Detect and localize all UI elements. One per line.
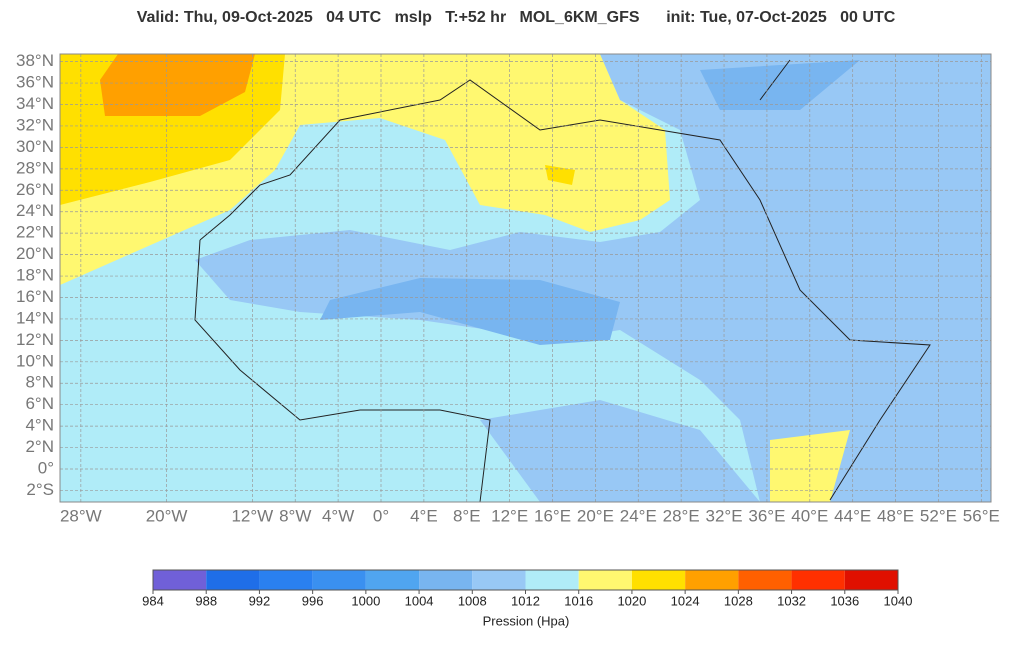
contour-1004 (700, 60, 860, 110)
lat-tick-label: 28°N (16, 158, 54, 177)
contour-1008 (195, 54, 991, 502)
colorbar-tick-label: 1020 (617, 593, 646, 608)
colorbar-segment (472, 570, 526, 590)
colorbar-tick-label: 1040 (884, 593, 913, 608)
lon-tick-label: 12°E (491, 506, 528, 525)
lat-tick-label: 10°N (16, 351, 54, 370)
colorbar-segment (153, 570, 207, 590)
contour-1004 (320, 278, 620, 345)
map (59, 53, 992, 503)
lon-tick-label: 32°E (706, 506, 743, 525)
lat-tick-label: 30°N (16, 137, 54, 156)
lat-tick-label: 14°N (16, 308, 54, 327)
colorbar-tick-label: 988 (195, 593, 217, 608)
contour-1024 (100, 54, 255, 116)
lon-tick-label: 28°W (60, 506, 102, 525)
lat-tick-label: 0° (38, 458, 54, 477)
lat-tick-label: 6°N (25, 394, 54, 413)
colorbar-tick-label: 1004 (405, 593, 434, 608)
colorbar-tick-label: 1000 (351, 593, 380, 608)
lat-tick-label: 8°N (25, 373, 54, 392)
lat-tick-label: 38°N (16, 51, 54, 70)
lon-tick-label: 20°E (577, 506, 614, 525)
colorbar-segment (578, 570, 632, 590)
contour-1008 (480, 400, 760, 502)
colorbar-segment (844, 570, 898, 590)
lat-tick-label: 2°N (25, 437, 54, 456)
colorbar-segment (631, 570, 686, 590)
lon-tick-label: 0° (373, 506, 389, 525)
colorbar-segment (312, 570, 366, 590)
colorbar-segment (791, 570, 845, 590)
lon-tick-label: 20°W (146, 506, 188, 525)
colorbar-tick-label: 1024 (671, 593, 700, 608)
colorbar-segment (685, 570, 739, 590)
lon-tick-label: 4°E (410, 506, 438, 525)
colorbar-tick-label: 1032 (777, 593, 806, 608)
colorbar-tick-label: 1036 (830, 593, 859, 608)
lon-tick-label: 52°E (920, 506, 957, 525)
colorbar-segment (525, 570, 579, 590)
colorbar-segment (259, 570, 313, 590)
title: Valid: Thu, 09-Oct-2025 04 UTC mslp T:+5… (137, 9, 896, 26)
lat-tick-label: 18°N (16, 266, 54, 285)
lat-tick-label: 26°N (16, 180, 54, 199)
lon-tick-label: 28°E (663, 506, 700, 525)
map-frame (59, 53, 992, 503)
lon-tick-label: 4°W (322, 506, 354, 525)
colorbar-tick-label: 1016 (564, 593, 593, 608)
lon-tick-label: 12°W (231, 506, 273, 525)
lon-tick-label: 8°W (279, 506, 311, 525)
lat-tick-label: 22°N (16, 223, 54, 242)
colorbar-tick-label: 996 (302, 593, 324, 608)
lat-tick-label: 32°N (16, 115, 54, 134)
colorbar-tick-label: 1008 (458, 593, 487, 608)
colorbar-label: Pression (Hpa) (483, 613, 570, 628)
colorbar-tick-label: 984 (142, 593, 164, 608)
lon-tick-label: 36°E (748, 506, 785, 525)
lat-tick-label: 4°N (25, 416, 54, 435)
lon-tick-label: 56°E (963, 506, 1000, 525)
lat-tick-label: 12°N (16, 330, 54, 349)
lat-tick-label: 36°N (16, 73, 54, 92)
colorbar-segment (365, 570, 420, 590)
lon-tick-label: 40°E (791, 506, 828, 525)
lat-tick-label: 16°N (16, 287, 54, 306)
lat-tick-label: 34°N (16, 94, 54, 113)
lon-tick-label: 48°E (877, 506, 914, 525)
lat-tick-label: 24°N (16, 201, 54, 220)
colorbar-tick-label: 992 (249, 593, 271, 608)
colorbar-tick-label: 1028 (724, 593, 753, 608)
lon-tick-label: 24°E (620, 506, 657, 525)
colorbar-segment (206, 570, 260, 590)
lat-tick-label: 20°N (16, 244, 54, 263)
coastline (194, 59, 931, 503)
colorbar-segment (419, 570, 473, 590)
lon-tick-label: 44°E (834, 506, 871, 525)
colorbar-segment (738, 570, 792, 590)
lat-tick-label: 2°S (26, 480, 54, 499)
lon-tick-label: 8°E (453, 506, 481, 525)
colorbar-tick-label: 1012 (511, 593, 540, 608)
lon-tick-label: 16°E (534, 506, 571, 525)
